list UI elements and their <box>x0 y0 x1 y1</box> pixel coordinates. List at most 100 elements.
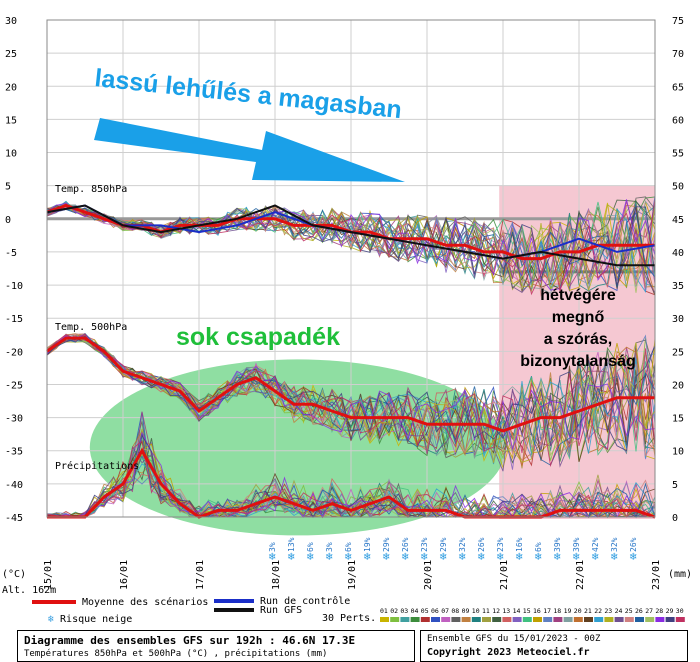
y-right-tick: 60 <box>672 115 684 126</box>
pert-number: 25 <box>625 607 633 615</box>
y-left-tick: -35 <box>5 447 23 458</box>
snow-risk-pct: 19% <box>363 537 372 552</box>
snow-risk-pct: 26% <box>477 537 486 552</box>
pert-number: 08 <box>451 607 459 615</box>
snow-risk-pct: 23% <box>420 537 429 552</box>
pert-swatch-12 <box>492 617 502 622</box>
y-right-tick: 0 <box>672 513 678 524</box>
y-left-tick: 20 <box>5 82 17 93</box>
snowflake-icon: ❄ <box>496 552 504 563</box>
snowflake-icon: ❄ <box>363 552 371 563</box>
snow-risk-pct: 26% <box>629 537 638 552</box>
pert-number: 14 <box>513 607 521 615</box>
snowflake-icon: ❄ <box>268 552 276 563</box>
y-right-tick: 70 <box>672 49 684 60</box>
y-left-unit: (°C) <box>2 569 26 580</box>
snowflake-icon: ❄ <box>325 552 333 563</box>
y-left-tick: 0 <box>5 215 11 226</box>
pert-swatch-16 <box>533 617 542 622</box>
pert-swatch-27 <box>645 617 655 622</box>
y-right-tick: 40 <box>672 248 684 259</box>
legend-snow: ❄ Risque neige <box>32 614 132 625</box>
pert-swatch-14 <box>512 617 522 622</box>
pert-swatch-22 <box>594 617 604 622</box>
y-right-tick: 65 <box>672 82 684 93</box>
pert-swatch-17 <box>543 617 553 622</box>
spread-annotation-line-3: a szórás, <box>544 331 612 348</box>
y-right-tick: 50 <box>672 182 684 193</box>
snowflake-icon: ❄ <box>610 552 618 563</box>
legend-control: Run de contrôle <box>214 596 350 607</box>
perturbation-30-500 <box>46 333 656 468</box>
snowflake-icon: ❄ <box>534 552 542 563</box>
altitude-label: Alt. 162m <box>2 585 56 596</box>
legend-control-swatch <box>214 599 254 603</box>
pert-number: 07 <box>441 607 449 615</box>
legend-control-label: Run de contrôle <box>260 596 351 607</box>
snowflake-icon: ❄ <box>306 552 314 563</box>
pert-number: 24 <box>615 607 623 615</box>
pert-number: 26 <box>635 607 643 615</box>
snowflake-icon: ❄ <box>553 552 561 563</box>
pert-number: 17 <box>543 607 551 615</box>
pert-number: 29 <box>666 607 674 615</box>
pert-number: 15 <box>523 607 531 615</box>
snowflake-icon: ❄ <box>401 552 409 563</box>
y-left-tick: -15 <box>5 314 23 325</box>
pert-swatch-20 <box>573 617 583 622</box>
y-left-tick: -25 <box>5 380 23 391</box>
precip-label: Précipitations <box>55 460 139 472</box>
spread-annotation-line-4: bizonytalanság <box>520 353 636 370</box>
snow-risk-pct: 16% <box>515 537 524 552</box>
y-left-tick: -5 <box>5 248 17 259</box>
pert-swatch-15 <box>522 617 532 622</box>
y-left-tick: -20 <box>5 347 23 358</box>
x-date-tick: 16/01 <box>119 560 130 590</box>
pert-number: 06 <box>431 607 439 615</box>
legend-mean: Moyenne des scénarios <box>32 597 208 608</box>
y-left-tick: -45 <box>5 513 23 524</box>
y-right-tick: 45 <box>672 215 684 226</box>
pert-swatch-04 <box>410 617 420 622</box>
snow-risk-pct: 3% <box>268 542 277 552</box>
y-right-tick: 75 <box>672 16 684 27</box>
x-date-tick: 19/01 <box>347 560 358 590</box>
snow-risk-pct: 6% <box>344 542 353 552</box>
snow-risk-pct: 29% <box>382 537 391 552</box>
pert-number: 10 <box>472 607 480 615</box>
pert-number: 02 <box>390 607 398 615</box>
chart-title: Diagramme des ensembles GFS sur 192h : 4… <box>24 634 356 647</box>
y-right-tick: 55 <box>672 149 684 160</box>
pert-number: 22 <box>594 607 602 615</box>
pert-swatch-05 <box>420 617 430 622</box>
y-right-unit: (mm) <box>668 569 692 580</box>
pert-swatch-25 <box>624 617 634 622</box>
pert-swatch-02 <box>390 617 400 622</box>
pert-swatch-13 <box>502 617 512 622</box>
pert-swatch-26 <box>635 617 644 622</box>
pert-number: 05 <box>421 607 429 615</box>
snow-risk-pct: 42% <box>591 537 600 552</box>
pert-number: 12 <box>492 607 500 615</box>
y-left-tick: 5 <box>5 182 11 193</box>
x-date-tick: 23/01 <box>651 560 662 590</box>
snowflake-icon: ❄ <box>420 552 428 563</box>
x-date-tick: 15/01 <box>43 560 54 590</box>
pert-number: 27 <box>645 607 653 615</box>
source-label: Ensemble GFS du 15/01/2023 - 00Z <box>427 634 601 644</box>
snowflake-icon: ❄ <box>382 552 390 563</box>
pert-number: 20 <box>574 607 582 615</box>
source-box: Ensemble GFS du 15/01/2023 - 00Z Copyrig… <box>420 630 688 662</box>
snowflake-icon: ❄ <box>458 552 466 563</box>
pert-number: 16 <box>533 607 541 615</box>
pert-swatch-21 <box>584 617 593 622</box>
legend-gfs-label: Run GFS <box>260 605 303 616</box>
series-line-2 <box>47 447 656 519</box>
pert-swatch-28 <box>655 617 665 622</box>
y-left-tick: 10 <box>5 149 17 160</box>
legend-gfs-swatch <box>214 608 254 612</box>
cooling-arrow <box>94 118 405 182</box>
legend-snow-label: Risque neige <box>60 614 133 625</box>
